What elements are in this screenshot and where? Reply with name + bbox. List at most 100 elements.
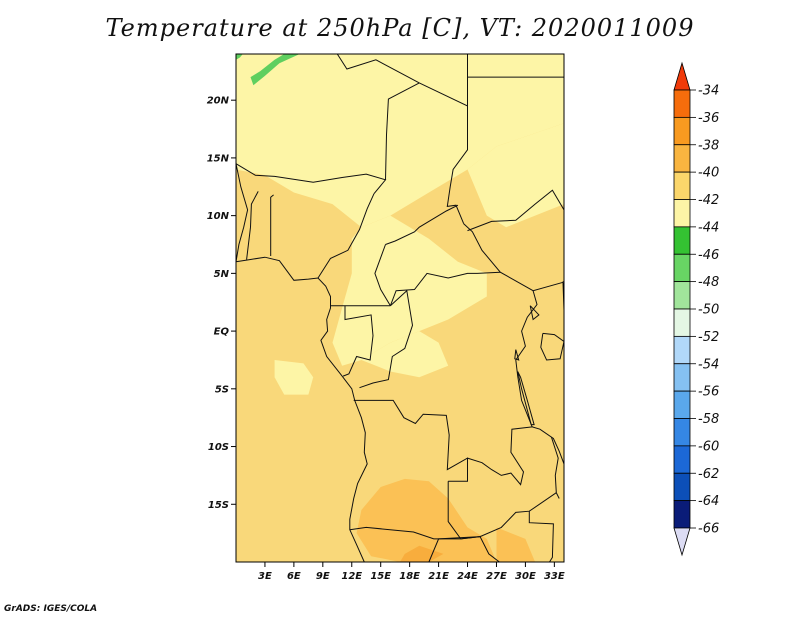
country-borders xyxy=(235,53,565,563)
border-lake-tanganyika xyxy=(517,371,535,426)
colorbar-swatch xyxy=(673,335,691,365)
border-cameroon-car xyxy=(374,244,391,306)
lat-tick-label: 15S xyxy=(208,500,229,511)
lat-tick-label: 15N xyxy=(207,153,230,164)
border-tanzania xyxy=(532,426,565,465)
colorbar-swatch xyxy=(673,253,691,283)
colorbar-swatch xyxy=(673,472,691,502)
lon-tick-label: 15E xyxy=(370,571,391,582)
border-ghana-togo xyxy=(246,191,259,260)
colorbar-label: -42 xyxy=(698,193,719,208)
colorbar-swatch xyxy=(673,171,691,200)
colorbar-label: -62 xyxy=(698,467,719,482)
border-zambia-malawi xyxy=(551,437,560,499)
longitude-axis: 3E 6E 9E 12E 15E 18E 21E 24E 27E 30E 33E xyxy=(258,562,565,582)
colorbar-swatch xyxy=(673,308,691,337)
latitude-axis: 20N 15N 10N 5N EQ 5S 10S 15S xyxy=(207,96,236,511)
colorbar-label: -48 xyxy=(698,275,719,290)
border-car-south xyxy=(389,271,501,306)
border-niger-chad xyxy=(385,82,420,180)
colorbar-swatch xyxy=(673,500,691,529)
colorbar-label: -58 xyxy=(698,412,719,427)
lon-tick-label: 33E xyxy=(544,571,565,582)
border-congo-gabon xyxy=(342,305,374,377)
colorbar-label: -50 xyxy=(698,303,719,318)
field-region-sahel-band xyxy=(236,54,564,228)
colorbar-label: -34 xyxy=(698,84,719,99)
field-region-drc-west xyxy=(361,331,449,378)
border-drc-angola xyxy=(353,399,468,482)
lon-tick-label: 27E xyxy=(486,571,507,582)
border-south-sudan xyxy=(463,223,565,292)
lat-tick-label: 5N xyxy=(214,269,230,280)
colorbar-label: -66 xyxy=(698,522,719,537)
border-libya-algeria-east xyxy=(336,53,468,107)
lat-tick-label: EQ xyxy=(214,327,230,338)
colorbar-swatch xyxy=(673,226,691,255)
border-congo-drc xyxy=(359,289,414,389)
field-region-central-africa xyxy=(332,215,487,366)
grads-credit: GrADS: IGES/COLA xyxy=(4,604,98,614)
colorbar-swatch xyxy=(673,281,691,310)
colorbar-swatch xyxy=(673,363,691,392)
lon-tick-label: 3E xyxy=(258,571,272,582)
colorbar-swatch xyxy=(673,445,691,474)
colorbar-bottom-arrow xyxy=(673,527,691,557)
colorbar-label: -60 xyxy=(698,439,719,454)
lon-tick-label: 30E xyxy=(515,571,536,582)
lat-tick-label: 10N xyxy=(207,211,230,222)
colorbar-label: -46 xyxy=(698,248,719,263)
field-region-gulf-patch xyxy=(274,360,314,395)
colorbar-swatch xyxy=(673,89,691,118)
lat-tick-label: 20N xyxy=(207,96,230,107)
lon-tick-label: 18E xyxy=(399,571,420,582)
field-region-sudan-east xyxy=(467,123,564,228)
border-coastline-northwest xyxy=(235,163,249,262)
temperature-field xyxy=(236,54,564,562)
border-botswana xyxy=(428,536,500,563)
lon-tick-label: 12E xyxy=(341,571,362,582)
lon-tick-label: 9E xyxy=(316,571,330,582)
colorbar-swatch xyxy=(673,116,691,146)
border-cameroon-nigeria xyxy=(317,193,375,279)
colorbar-label: -44 xyxy=(698,220,719,235)
colorbar-label: -64 xyxy=(698,494,719,509)
border-lake-victoria xyxy=(540,332,565,361)
colorbar-label: -52 xyxy=(698,330,719,345)
lat-tick-label: 5S xyxy=(215,384,229,395)
colorbar-swatch xyxy=(673,144,691,173)
field-region-green-patch-small xyxy=(236,54,243,60)
border-lake-kivu xyxy=(514,349,520,361)
border-chad-sudan xyxy=(446,106,468,224)
border-mali-niger xyxy=(235,163,387,195)
field-region-warm-core xyxy=(400,545,444,562)
border-nigeria-benin xyxy=(270,194,274,256)
lon-tick-label: 6E xyxy=(287,571,301,582)
colorbar-label: -40 xyxy=(698,166,719,181)
map-frame xyxy=(235,53,565,563)
border-zambia-zimbabwe xyxy=(447,481,557,540)
border-drc-zambia xyxy=(467,426,533,486)
colorbar-label: -38 xyxy=(698,138,719,153)
border-coastline-west xyxy=(235,256,368,563)
border-lake-albert xyxy=(529,305,540,321)
field-region-green-patch xyxy=(250,54,300,86)
border-drc-east xyxy=(515,290,538,428)
field-region-southern-warm-east xyxy=(496,527,536,562)
lat-tick-label: 10S xyxy=(208,442,229,453)
lon-tick-label: 21E xyxy=(428,571,449,582)
border-chad-car xyxy=(385,204,459,245)
colorbar-label: -54 xyxy=(698,357,719,372)
colorbar: -34 -36 -38 -40 -42 -44 -46 -48 -50 -52 -54 -56 -58 -… xyxy=(673,61,719,557)
lon-tick-label: 24E xyxy=(457,571,478,582)
colorbar-label: -36 xyxy=(698,111,719,126)
chart-title: Temperature at 250hPa [C], VT: 202001100… xyxy=(105,14,695,42)
colorbar-label: -56 xyxy=(698,385,719,400)
colorbar-swatch xyxy=(673,199,691,228)
colorbar-swatch xyxy=(673,390,691,419)
colorbar-top-arrow xyxy=(673,61,691,91)
border-sudan-south-sudan xyxy=(467,189,565,232)
border-mozambique xyxy=(528,511,554,563)
colorbar-swatch xyxy=(673,418,691,447)
field-region-southern-warm xyxy=(356,478,497,562)
